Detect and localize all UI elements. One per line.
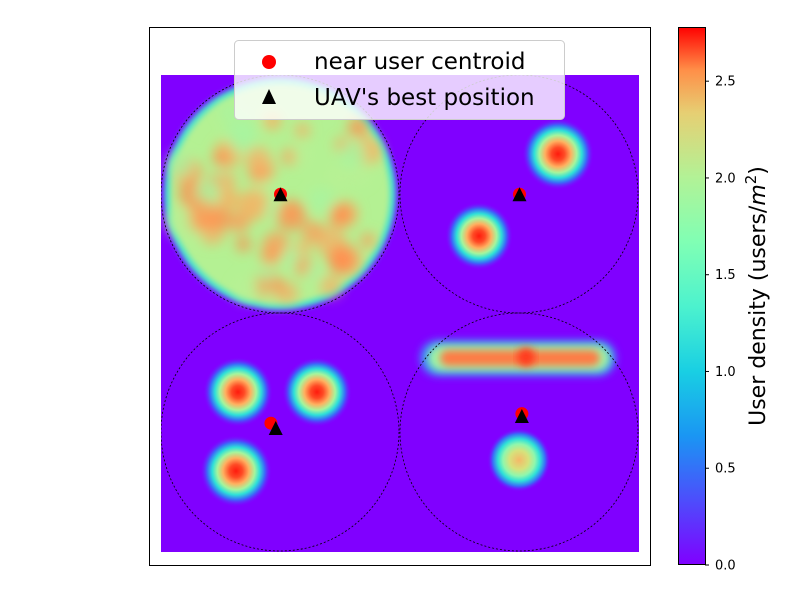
density-texture [167,152,193,178]
colorbar-label-unit: m [746,184,771,205]
uav-position-marker [514,409,529,424]
hotspot [200,435,272,507]
colorbar-label-exponent: 2 [742,175,760,185]
marker-layer [264,187,529,435]
colorbar-fill [678,27,705,565]
density-texture [339,140,368,169]
density-band [420,340,616,376]
heatmap-layer [161,75,639,552]
uav-position-marker [512,187,527,202]
density-texture [212,150,229,167]
colorbar-label-prefix: User density (users/ [746,205,771,426]
hotspot [445,202,513,270]
colorbar: 0.0 0.5 1.0 1.5 2.0 2.5 User density (users/m… [678,27,771,574]
density-texture [347,117,369,138]
hotspot [487,428,551,492]
uav-position-marker [273,187,288,202]
colorbar-tick-label: 0.5 [715,462,736,477]
hotspot [203,357,273,427]
hotspot [282,357,352,427]
colorbar-tick-label: 1.5 [715,268,736,283]
density-texture [294,122,311,139]
region-boundary-bottom-right [399,312,639,552]
density-texture [233,276,259,301]
legend-label-centroid: near user centroid [314,49,525,75]
region-boundary-top-right [399,75,639,314]
legend: near user centroid UAV's best position [234,40,565,120]
legend-label-uav: UAV's best position [314,85,535,111]
density-texture [245,146,272,173]
colorbar-label-suffix: ) [746,166,771,175]
colorbar-ticks: 0.0 0.5 1.0 1.5 2.0 2.5 [705,75,736,574]
density-texture [260,246,281,266]
colorbar-tick-label: 2.0 [715,171,736,186]
colorbar-frame [678,27,706,565]
density-texture [327,166,349,189]
density-texture [190,200,221,231]
uav-position-marker [268,420,283,435]
hotspot [522,118,594,190]
density-texture [302,220,325,243]
colorbar-label: User density (users/m2) [742,166,771,426]
region-top-left-density [164,78,396,310]
density-texture [165,206,196,236]
legend-box [234,40,565,120]
density-texture [219,102,238,121]
density-texture [319,274,342,297]
density-texture [228,126,257,155]
density-texture [329,203,353,226]
density-texture [262,289,277,304]
density-texture [350,164,371,185]
density-texture [282,204,299,220]
density-texture [259,265,276,282]
density-texture [295,240,311,255]
colorbar-tick-label: 2.5 [715,75,736,90]
density-texture [217,188,239,210]
density-texture [264,202,280,217]
density-texture [307,187,335,215]
density-texture [237,189,270,221]
legend-marker-uav [262,89,276,104]
density-texture [327,248,353,274]
region-boundary-top-left [161,75,400,314]
colorbar-tick-label: 1.0 [715,365,736,380]
density-texture [228,211,250,233]
legend-marker-centroid [262,55,276,69]
density-texture [360,232,376,248]
density-texture [291,145,313,166]
region-boundary-bottom-left [161,312,400,552]
density-texture [235,236,252,252]
density-texture [216,171,237,192]
colorbar-tick-label: 0.0 [715,559,736,574]
density-texture [305,263,324,282]
